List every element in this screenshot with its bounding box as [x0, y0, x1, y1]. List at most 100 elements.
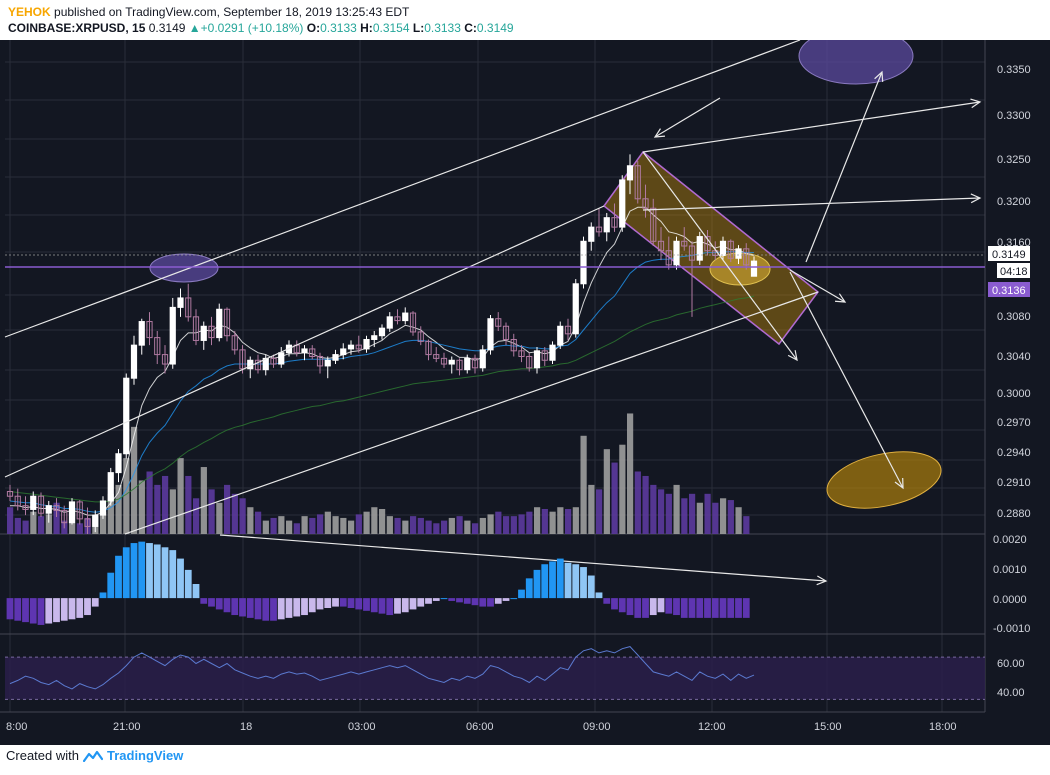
macd-tick-label: 0.0000	[993, 594, 1027, 606]
macd-tick-label: 0.0020	[993, 534, 1027, 546]
candle-body	[30, 495, 37, 510]
volume-bar	[14, 517, 21, 534]
candle-body	[433, 354, 440, 359]
macd-bar	[339, 598, 347, 607]
macd-bar	[169, 550, 177, 599]
volume-bar	[619, 444, 626, 534]
macd-bar	[487, 598, 494, 607]
candle-body	[332, 354, 339, 361]
volume-bar	[712, 502, 719, 534]
price-tick-label: 0.2910	[997, 477, 1031, 489]
macd-bar	[332, 598, 339, 607]
volume-bar	[208, 489, 215, 534]
volume-bar	[131, 426, 138, 534]
candle-body	[169, 306, 176, 365]
candle-body	[270, 357, 277, 365]
volume-bar	[448, 517, 455, 534]
macd-bar	[53, 598, 60, 623]
level-tag	[988, 282, 1030, 297]
publish-line: YEHOK published on TradingView.com, Sept…	[8, 4, 1008, 20]
macd-bar	[270, 598, 277, 621]
volume-bar	[177, 458, 184, 534]
open-value: 0.3133	[320, 21, 357, 35]
candle-body	[99, 500, 107, 516]
candle-body	[727, 240, 734, 259]
price-tick-label: 0.3000	[997, 388, 1031, 400]
volume-bar	[417, 517, 424, 534]
volume-bar	[518, 514, 525, 534]
time-tick-label: 03:00	[348, 721, 376, 733]
candle-body	[402, 312, 409, 322]
macd-bar	[208, 598, 215, 607]
candle-body	[37, 495, 45, 514]
macd-tick-label: -0.0010	[993, 623, 1030, 635]
macd-bar	[471, 598, 479, 606]
macd-bar	[277, 598, 285, 620]
annotations-back	[149, 40, 942, 509]
volume-bar	[696, 502, 703, 534]
channel-line-middle	[4, 205, 605, 478]
price-tick-label: 0.3250	[997, 154, 1031, 166]
time-tick-label: 18:00	[929, 721, 957, 733]
volume-bar	[185, 475, 192, 534]
price-tick-label: 0.3040	[997, 351, 1031, 363]
macd-bar	[556, 558, 564, 599]
volume-bar	[7, 507, 14, 534]
macd-bar	[246, 598, 254, 618]
time-tick-label: 15:00	[814, 721, 842, 733]
candle-body	[688, 245, 696, 261]
volume-bar	[107, 493, 114, 534]
author-name[interactable]: YEHOK	[8, 5, 51, 19]
volume-bar	[286, 520, 293, 534]
macd-bar	[394, 598, 401, 614]
macd-bar	[456, 598, 463, 603]
highlight-ellipse-left	[149, 253, 219, 283]
arrow-small-down	[789, 269, 846, 303]
macd-bar	[572, 564, 580, 599]
macd-bar	[657, 598, 665, 613]
candle-body	[743, 248, 750, 266]
candle-body	[309, 348, 316, 357]
macd-bar	[146, 543, 153, 599]
time-tick-label: 09:00	[583, 721, 611, 733]
candle-body	[541, 350, 548, 361]
volume-bar	[154, 484, 161, 534]
price-tick-label: 0.2970	[997, 417, 1031, 429]
time-tick-label: 8:00	[6, 721, 27, 733]
macd-bar	[22, 598, 29, 623]
volume-bar	[270, 517, 277, 534]
volume-bar	[38, 516, 45, 534]
price-chart[interactable]: 0.33500.33000.32500.32000.31600.30800.30…	[0, 40, 1050, 745]
arrow-to-top-ellipse-head	[874, 70, 884, 83]
macd-bar	[440, 598, 448, 600]
arrow-small-down-head	[834, 293, 847, 303]
volume-bar	[371, 507, 378, 534]
arrow-up-right	[642, 101, 981, 153]
candle-body	[161, 354, 169, 365]
macd-bar	[634, 598, 642, 618]
change-value: +0.0291 (+10.18%)	[200, 21, 304, 35]
macd-bar	[688, 598, 696, 618]
candle-body	[371, 335, 378, 340]
macd-bar	[711, 598, 719, 618]
volume-bar	[169, 489, 176, 534]
macd-bar	[719, 598, 727, 618]
candle-body	[6, 491, 14, 497]
volume-bar	[324, 511, 331, 534]
macd-bar	[611, 598, 618, 610]
macd-bar	[84, 598, 91, 616]
volume-bar	[441, 520, 448, 534]
volume-bar	[665, 493, 672, 534]
macd-bar	[665, 598, 673, 614]
macd-bar	[463, 598, 471, 604]
candle-body	[603, 217, 610, 233]
time-tick-label: 18	[240, 721, 252, 733]
symbol-label[interactable]: COINBASE:XRPUSD, 15	[8, 21, 146, 35]
candle-body	[53, 505, 60, 511]
candle-body	[471, 357, 479, 369]
highlight-ellipse-target	[826, 451, 942, 509]
chart-header: YEHOK published on TradingView.com, Sept…	[8, 4, 1008, 36]
volume-bar	[239, 498, 246, 534]
tradingview-brand[interactable]: TradingView	[106, 748, 184, 763]
volume-bar	[340, 517, 347, 534]
